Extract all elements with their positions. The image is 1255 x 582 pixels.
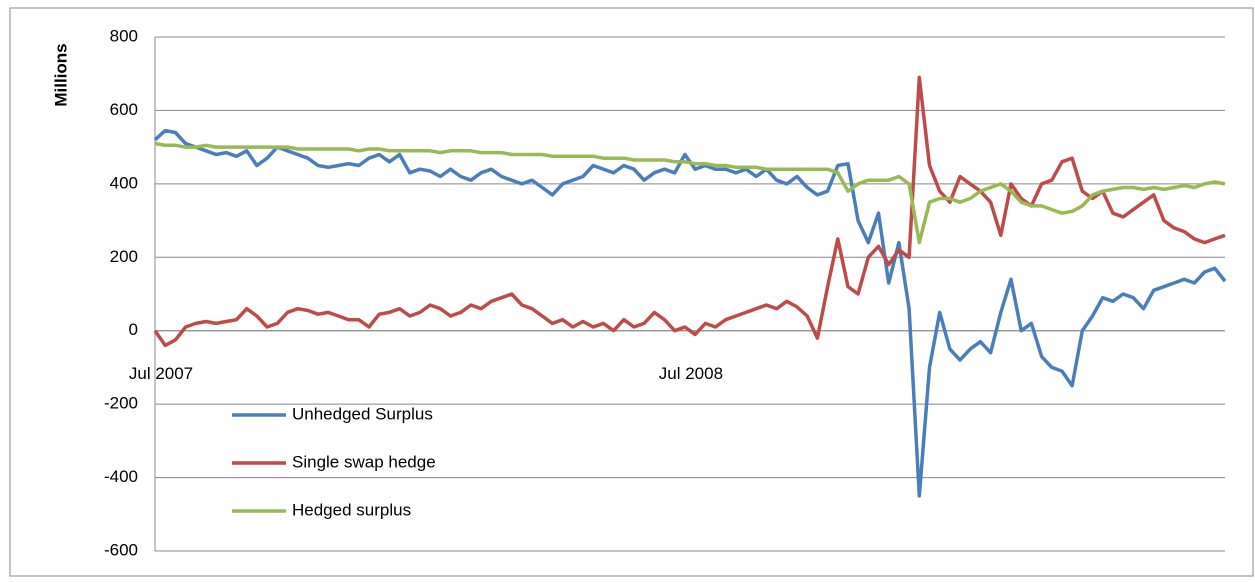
y-tick-label: 400: [110, 173, 138, 192]
y-tick-label: -200: [104, 394, 138, 413]
y-tick-label: 600: [110, 100, 138, 119]
y-tick-label: -400: [104, 467, 138, 486]
y-tick-label: 800: [110, 26, 138, 45]
legend-label: Hedged surplus: [292, 500, 411, 519]
y-tick-label: -600: [104, 540, 138, 559]
legend-label: Single swap hedge: [292, 452, 436, 471]
x-tick-label: Jul 2007: [129, 364, 193, 383]
x-tick-label: Jul 2008: [659, 364, 723, 383]
y-axis-label: Millions: [51, 43, 70, 106]
chart-frame: [9, 7, 1254, 577]
line-series: [154, 141, 1226, 245]
legend-label: Unhedged Surplus: [292, 404, 433, 423]
y-tick-label: 200: [110, 247, 138, 266]
line-series: [153, 75, 1226, 348]
y-tick-label: 0: [129, 320, 138, 339]
